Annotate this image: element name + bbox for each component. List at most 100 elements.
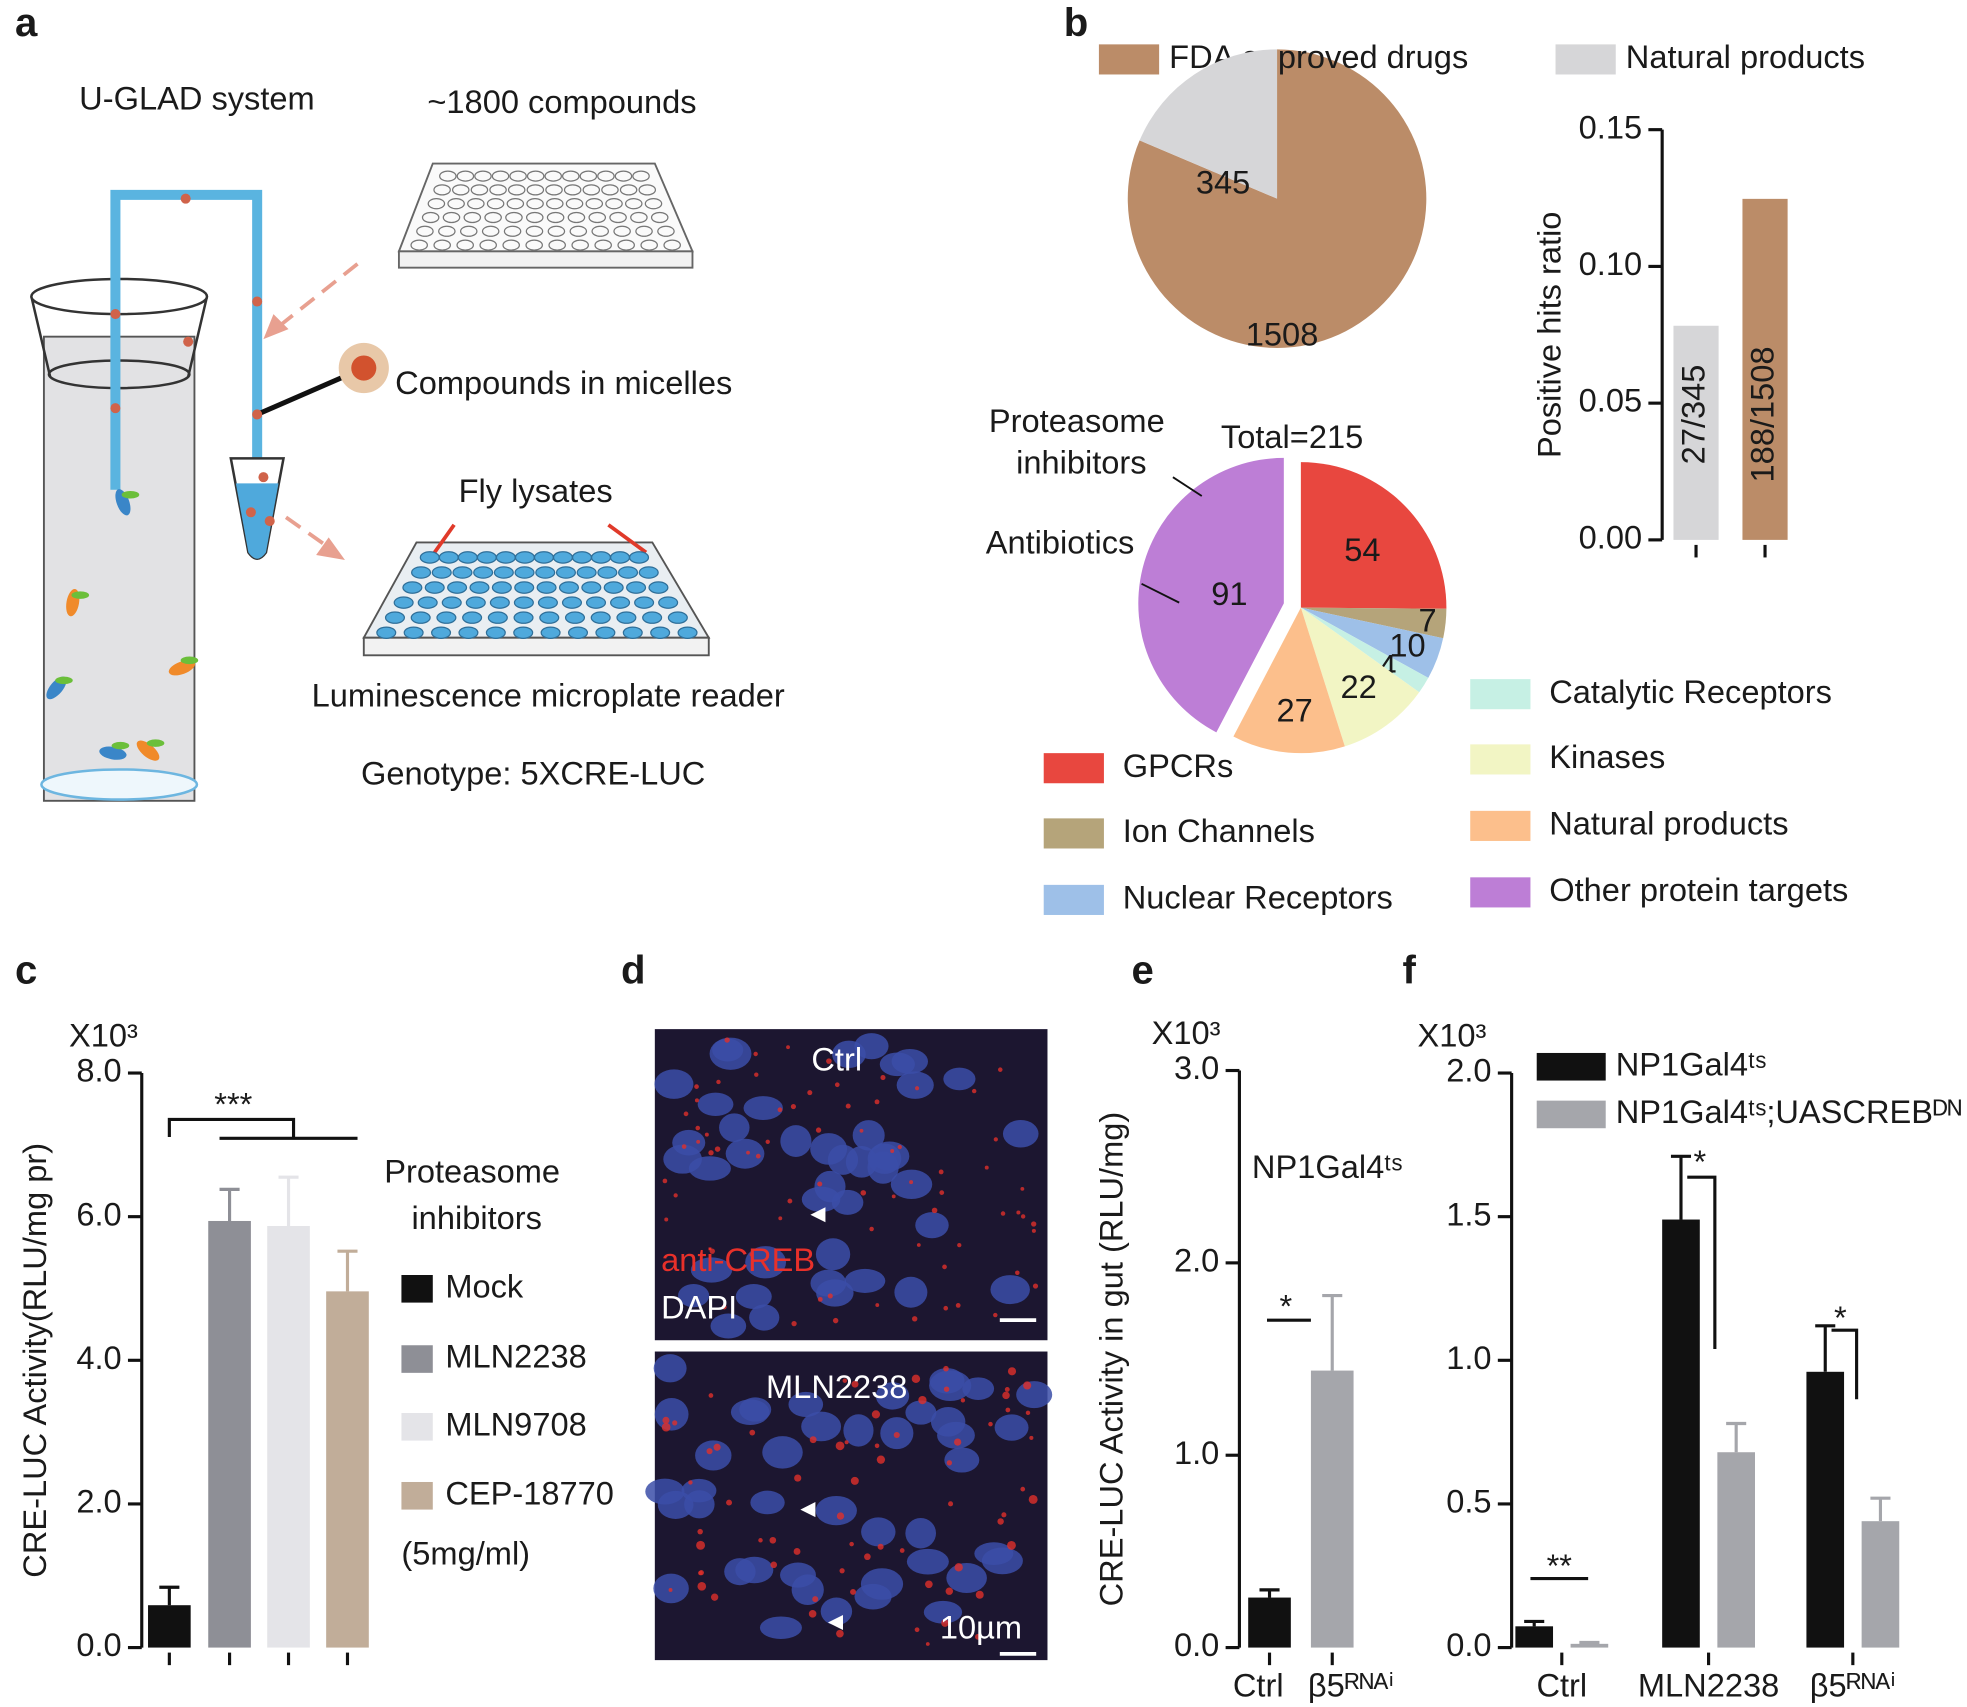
significance: * <box>1834 1299 1847 1336</box>
creb-dot <box>890 1149 895 1153</box>
legend-swatch <box>401 1412 433 1441</box>
note: (5mg/ml) <box>401 1535 530 1572</box>
creb-dot <box>662 1416 670 1424</box>
panel-label: d <box>621 947 646 992</box>
well <box>567 626 589 639</box>
well <box>640 239 658 251</box>
creb-dot <box>914 1627 920 1633</box>
creb-dot <box>941 1619 949 1627</box>
creb-dot <box>698 1570 704 1576</box>
well <box>629 551 650 564</box>
nucleus <box>762 1436 803 1469</box>
nucleus <box>788 1391 824 1418</box>
well <box>513 626 534 639</box>
well <box>438 225 456 237</box>
lysate-pointer <box>431 523 648 557</box>
creb-dot <box>832 1317 839 1324</box>
nucleus <box>749 1304 780 1331</box>
creb-dot <box>695 1125 701 1131</box>
bar <box>1673 325 1719 540</box>
x-tick-label: β5ᴿᴺᴬⁱ <box>1308 1666 1394 1703</box>
pie-slice <box>1300 607 1444 678</box>
legend-label: MLN2238 <box>445 1338 586 1375</box>
well <box>525 225 544 237</box>
well <box>514 551 535 564</box>
significance-line <box>1831 1328 1859 1400</box>
well <box>635 225 653 237</box>
creb-dot <box>710 1593 719 1601</box>
y-tick-label: 0.10 <box>1579 245 1642 282</box>
y-tick-label: 0.00 <box>1579 518 1642 555</box>
well <box>545 184 563 196</box>
creb-dot <box>713 1443 721 1451</box>
creb-dot <box>1007 1540 1016 1550</box>
slice-label: 1508 <box>1246 315 1319 352</box>
pie-slice <box>1300 607 1420 747</box>
bar <box>326 1291 369 1648</box>
creb-dot <box>943 1365 949 1372</box>
creb-dot <box>754 1072 759 1077</box>
creb-dot <box>817 1296 823 1302</box>
creb-dot <box>746 1150 750 1155</box>
well <box>462 611 483 624</box>
creb-dot <box>938 1169 944 1175</box>
well <box>648 581 669 594</box>
well <box>433 239 451 251</box>
significance: * <box>1693 1143 1706 1180</box>
well <box>438 551 459 564</box>
creb-dot <box>942 1264 947 1270</box>
micelle-pointer <box>256 374 345 417</box>
nucleus <box>810 1133 848 1165</box>
chart-title: Total=215 <box>1221 418 1363 455</box>
creb-dot <box>704 1132 709 1137</box>
well <box>526 198 544 210</box>
well <box>581 581 602 594</box>
nucleus <box>923 1600 963 1624</box>
nucleus <box>843 1414 874 1447</box>
legend-swatch <box>1470 877 1531 908</box>
creb-dot <box>1028 1494 1038 1504</box>
bar <box>1515 1626 1554 1648</box>
panel-label: c <box>15 947 37 992</box>
y-axis-label: CRE-LUC Activity in gut (RLU/mg) <box>1093 1112 1130 1607</box>
well <box>447 581 468 594</box>
creb-dot <box>943 1305 949 1311</box>
well <box>619 184 638 196</box>
y-tick-label: 1.5 <box>1446 1195 1491 1232</box>
creb-dot <box>697 1582 707 1591</box>
creb-dot <box>694 1084 699 1089</box>
creb-dot <box>914 1086 920 1091</box>
well <box>650 211 669 224</box>
y-tick-label: 8.0 <box>76 1052 121 1089</box>
well <box>571 239 589 251</box>
creb-dot <box>708 1393 714 1398</box>
well <box>402 581 423 594</box>
fly-wing <box>71 591 90 599</box>
creb-dot <box>1020 1486 1026 1492</box>
bar <box>1570 1643 1609 1648</box>
creb-dot <box>696 1540 706 1550</box>
creb-dot <box>672 1420 678 1426</box>
legend-swatch <box>1536 1100 1606 1129</box>
well <box>565 198 584 210</box>
creb-dot <box>911 1374 921 1384</box>
error-bar <box>1815 1324 1836 1372</box>
well <box>487 611 508 624</box>
well <box>473 566 494 579</box>
bar <box>1310 1370 1354 1648</box>
legend-label: Natural products <box>1626 38 1865 75</box>
creb-dot <box>988 1421 993 1427</box>
legend-label: GPCRs <box>1123 747 1234 784</box>
creb-dot <box>826 1058 832 1064</box>
diagram-label: Compounds in micelles <box>395 364 732 401</box>
nucleus <box>801 1186 841 1213</box>
creb-dot <box>662 1178 668 1184</box>
legend-title: Proteasome inhibitors <box>384 1152 569 1235</box>
creb-dot <box>939 1190 945 1195</box>
arrow <box>277 262 359 329</box>
well <box>474 170 492 182</box>
fly-wing <box>121 490 140 499</box>
creb-dot <box>960 1398 966 1403</box>
creb-dot <box>911 1316 918 1322</box>
well <box>547 225 566 237</box>
